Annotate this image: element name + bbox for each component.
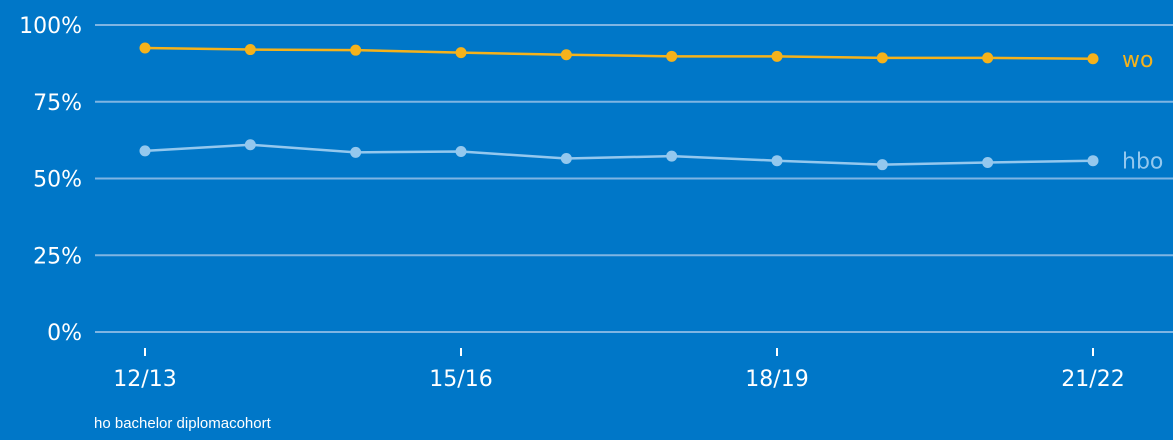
- data-point-hbo: [455, 145, 467, 157]
- data-point-wo: [666, 50, 678, 62]
- x-tick-label: 18/19: [745, 367, 808, 392]
- y-tick-label: 100%: [19, 14, 82, 39]
- y-tick-label: 50%: [33, 168, 82, 193]
- data-point-wo: [244, 44, 256, 56]
- data-point-wo: [771, 50, 783, 62]
- data-point-wo: [139, 42, 151, 54]
- data-point-hbo: [982, 157, 994, 169]
- data-point-hbo: [771, 155, 783, 167]
- data-point-hbo: [1087, 155, 1099, 167]
- data-point-hbo: [139, 145, 151, 157]
- data-point-hbo: [560, 153, 572, 165]
- series-label-hbo: hbo: [1122, 150, 1163, 175]
- x-tick-label: 15/16: [429, 367, 492, 392]
- series-line-hbo: [144, 143, 1094, 166]
- data-point-hbo: [350, 146, 362, 158]
- data-point-hbo: [666, 150, 678, 162]
- data-point-wo: [876, 52, 888, 64]
- x-tick-label: 12/13: [113, 367, 176, 392]
- x-axis-label: ho bachelor diplomacohort: [94, 415, 271, 432]
- y-tick-label: 75%: [33, 91, 82, 116]
- series-line-wo: [144, 46, 1094, 61]
- data-point-wo: [1087, 53, 1099, 65]
- data-point-hbo: [876, 159, 888, 171]
- series-label-wo: wo: [1122, 48, 1153, 73]
- y-tick-label: 25%: [33, 244, 82, 269]
- data-point-wo: [560, 49, 572, 61]
- x-tick-label: 21/22: [1061, 367, 1124, 392]
- data-point-wo: [982, 52, 994, 64]
- data-point-hbo: [244, 139, 256, 151]
- data-point-wo: [455, 47, 467, 59]
- y-tick-label: 0%: [47, 321, 82, 346]
- data-point-wo: [350, 44, 362, 56]
